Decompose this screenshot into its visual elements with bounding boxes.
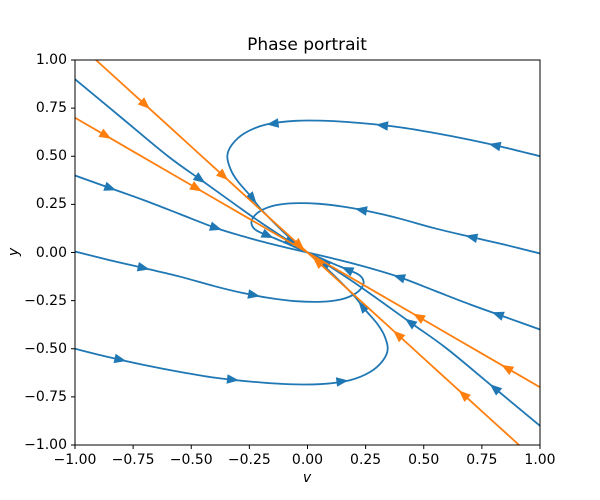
trajectory-blue-left-shallow-to-origin	[75, 174, 309, 254]
y-tick-label: 1.00	[35, 52, 67, 68]
trajectory-blue-right-shallow-to-origin	[306, 251, 540, 331]
trajectory-arrow	[501, 364, 515, 376]
trajectory-arrow	[413, 313, 426, 324]
trajectory-arrow	[393, 274, 407, 284]
trajectory-orange-ray-upper-steep	[95, 60, 309, 254]
trajectory-arrow	[404, 318, 418, 330]
y-tick-label: 0.50	[35, 148, 67, 165]
trajectory-arrow	[208, 221, 222, 231]
trajectory-arrow	[113, 353, 127, 364]
trajectories-group	[75, 60, 540, 445]
trajectory-arrow	[189, 181, 202, 192]
trajectory-arrow	[215, 168, 229, 181]
trajectory-arrow	[226, 374, 239, 384]
trajectory-arrow	[247, 289, 260, 299]
trajectory-orange-ray-lower-shallow	[306, 251, 540, 389]
y-tick-label: 0.25	[35, 196, 67, 213]
axes-border	[74, 59, 541, 446]
trajectory-blue-lower-right-to-origin	[306, 251, 540, 427]
trajectory-orange-ray-upper-shallow	[75, 116, 309, 254]
trajectory-arrow	[488, 141, 502, 152]
trajectory-arrow	[335, 377, 349, 387]
trajectory-arrow	[355, 206, 368, 216]
trajectory-arrow	[458, 390, 471, 402]
y-tick-label: −0.50	[24, 340, 67, 357]
x-tick-label: 0.50	[408, 452, 440, 468]
trajectory-arrow	[260, 228, 274, 239]
trajectory-arrow	[245, 191, 257, 204]
trajectory-arrow	[465, 233, 479, 243]
trajectory-arrow	[137, 97, 150, 109]
x-tick-label: −0.75	[111, 452, 155, 468]
y-tick-label: −0.25	[24, 292, 67, 309]
trajectory-arrow	[192, 172, 206, 184]
x-tick-label: 0.00	[291, 452, 324, 468]
trajectory-arrow	[341, 266, 355, 277]
trajectory-arrow	[292, 237, 305, 250]
trajectory-arrow	[393, 330, 406, 343]
trajectory-orange-ray-lower-steep	[306, 251, 520, 445]
chart-title: Phase portrait	[247, 35, 367, 55]
x-tick-label: −1.00	[53, 452, 97, 468]
trajectory-arrow	[491, 311, 505, 321]
trajectory-arrow	[489, 384, 503, 396]
trajectory-arrow	[103, 181, 117, 191]
trajectory-arrow	[136, 262, 150, 272]
trajectory-arrow	[376, 121, 389, 131]
trajectory-arrow	[358, 301, 370, 314]
x-tick-label: −0.50	[169, 452, 213, 468]
trajectory-blue-upper-left-to-origin	[75, 78, 309, 254]
y-axis-label: y	[6, 247, 22, 257]
x-axis-label: v	[302, 470, 312, 486]
x-tick-label: 0.75	[466, 452, 498, 468]
trajectory-arrow	[312, 257, 326, 270]
trajectory-arrow	[98, 128, 112, 139]
trajectory-arrow	[266, 118, 280, 128]
x-tick-label: −0.25	[227, 452, 271, 468]
x-tick-label: 0.25	[350, 452, 382, 468]
y-tick-label: −1.00	[24, 437, 67, 453]
y-tick-label: 0.00	[35, 244, 67, 261]
x-tick-label: 1.00	[524, 452, 556, 468]
y-tick-label: −0.75	[24, 388, 67, 405]
y-tick-label: 0.75	[35, 100, 67, 117]
